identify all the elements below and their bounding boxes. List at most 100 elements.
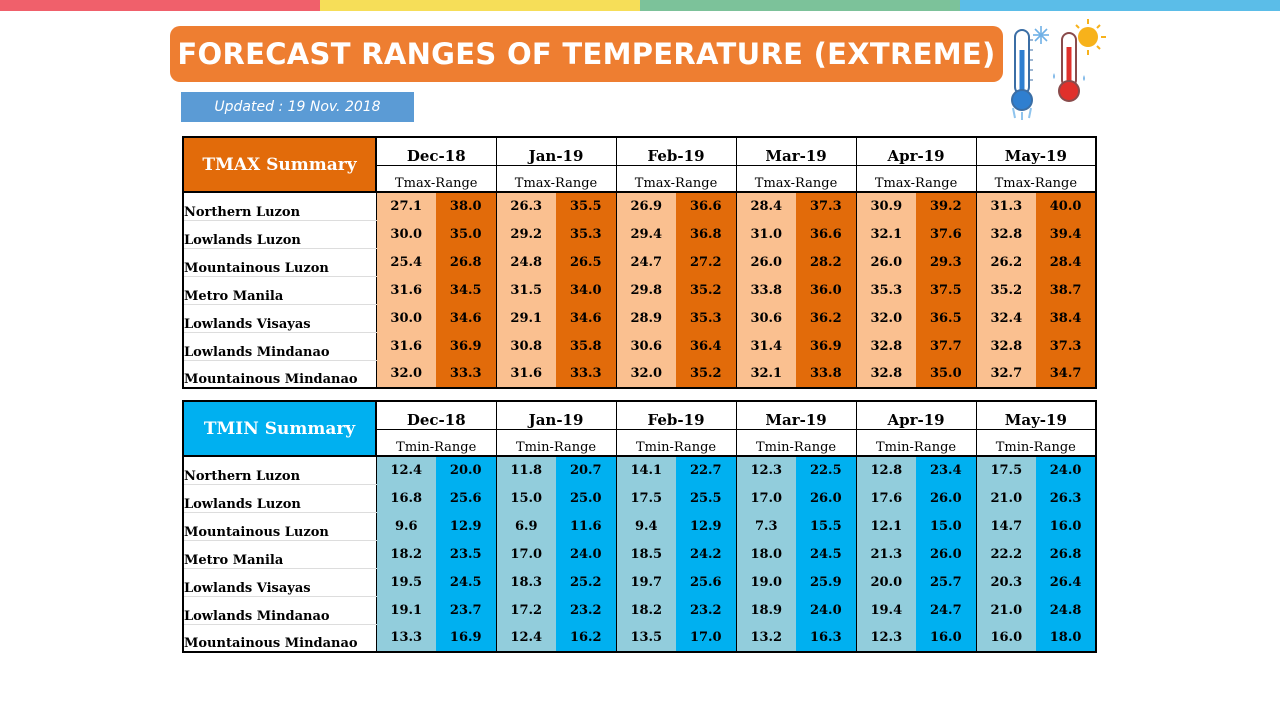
- range-max-value: 23.4: [916, 456, 977, 484]
- range-max-value: 38.7: [1036, 276, 1098, 304]
- range-subheader: Tmin-Range: [495, 428, 617, 457]
- range-min-value: 24.7: [615, 248, 677, 276]
- range-min-value: 12.3: [855, 624, 917, 653]
- range-max-value: 25.6: [676, 568, 737, 596]
- range-min-value: 35.2: [975, 276, 1037, 304]
- cold-thermometer-icon: [1011, 26, 1049, 120]
- region-label: Lowlands Luzon: [182, 484, 376, 513]
- table-row: Mountainous Mindanao 13.3 16.9 12.4 16.2 13.5…: [182, 624, 1098, 653]
- range-max-value: 39.4: [1036, 220, 1098, 248]
- range-max-value: 36.6: [676, 192, 737, 220]
- table-row: Lowlands Mindanao 19.1 23.7 17.2 23.2 18.2 23.…: [182, 596, 1098, 625]
- range-min-value: 17.5: [975, 456, 1037, 484]
- range-subheader: Tmax-Range: [975, 164, 1098, 193]
- range-min-value: 30.8: [495, 332, 557, 360]
- range-min-value: 30.0: [375, 220, 436, 248]
- range-max-value: 26.4: [1036, 568, 1098, 596]
- month-header: Feb-19: [615, 136, 737, 165]
- month-header: Dec-18: [375, 136, 497, 165]
- range-min-value: 17.2: [495, 596, 557, 624]
- range-max-value: 36.0: [796, 276, 857, 304]
- range-min-value: 27.1: [375, 192, 436, 220]
- range-min-value: 26.0: [855, 248, 917, 276]
- region-label: Metro Manila: [182, 276, 376, 305]
- region-label: Lowlands Visayas: [182, 304, 376, 333]
- top-bar-segment-green: [640, 0, 960, 11]
- range-max-value: 38.4: [1036, 304, 1098, 332]
- region-label: Northern Luzon: [182, 192, 376, 221]
- table-row: Lowlands Visayas 19.5 24.5 18.3 25.2 19.7 25.6…: [182, 568, 1098, 597]
- range-max-value: 37.3: [1036, 332, 1098, 360]
- range-min-value: 26.9: [615, 192, 677, 220]
- range-min-value: 28.4: [735, 192, 797, 220]
- tmin-summary-table: TMIN Summary Dec-18 Jan-19 Feb-19 Mar-19 Apr-…: [182, 400, 1098, 653]
- range-max-value: 26.0: [796, 484, 857, 512]
- table-row: Mountainous Mindanao 32.0 33.3 31.6 33.3 32.0…: [182, 360, 1098, 389]
- range-max-value: 22.7: [676, 456, 737, 484]
- top-bar-segment-red: [0, 0, 320, 11]
- top-bar-segment-yellow: [320, 0, 640, 11]
- range-min-value: 21.0: [975, 484, 1037, 512]
- range-min-value: 14.1: [615, 456, 677, 484]
- range-min-value: 35.3: [855, 276, 917, 304]
- range-min-value: 21.3: [855, 540, 917, 568]
- table-row: Mountainous Luzon 9.6 12.9 6.9 11.6 9.4 12.9 7.…: [182, 512, 1098, 541]
- range-min-value: 16.8: [375, 484, 436, 512]
- range-max-value: 36.6: [796, 220, 857, 248]
- region-label: Mountainous Mindanao: [182, 360, 376, 389]
- range-min-value: 33.8: [735, 276, 797, 304]
- range-max-value: 35.2: [676, 360, 737, 389]
- month-header: Mar-19: [735, 136, 857, 165]
- table-row: Mountainous Luzon 25.4 26.8 24.8 26.5 24.7 27.…: [182, 248, 1098, 277]
- month-header: Dec-18: [375, 400, 497, 429]
- range-max-value: 38.0: [436, 192, 497, 220]
- range-min-value: 17.6: [855, 484, 917, 512]
- range-max-value: 35.2: [676, 276, 737, 304]
- region-label: Northern Luzon: [182, 456, 376, 485]
- range-min-value: 12.1: [855, 512, 917, 540]
- table-row: Lowlands Mindanao 31.6 36.9 30.8 35.8 30.6 36.…: [182, 332, 1098, 361]
- region-label: Lowlands Visayas: [182, 568, 376, 597]
- range-min-value: 29.1: [495, 304, 557, 332]
- table-row: Lowlands Visayas 30.0 34.6 29.1 34.6 28.9 35.3…: [182, 304, 1098, 333]
- range-min-value: 32.1: [735, 360, 797, 389]
- range-min-value: 32.0: [855, 304, 917, 332]
- range-subheader: Tmin-Range: [975, 428, 1098, 457]
- range-max-value: 36.9: [796, 332, 857, 360]
- range-max-value: 24.0: [556, 540, 617, 568]
- range-min-value: 31.4: [735, 332, 797, 360]
- range-min-value: 24.8: [495, 248, 557, 276]
- range-max-value: 24.7: [916, 596, 977, 624]
- range-max-value: 26.0: [916, 484, 977, 512]
- range-max-value: 27.2: [676, 248, 737, 276]
- range-min-value: 12.4: [495, 624, 557, 653]
- range-min-value: 19.1: [375, 596, 436, 624]
- range-max-value: 16.2: [556, 624, 617, 653]
- range-max-value: 25.9: [796, 568, 857, 596]
- range-min-value: 18.0: [735, 540, 797, 568]
- range-min-value: 18.9: [735, 596, 797, 624]
- range-min-value: 9.6: [375, 512, 436, 540]
- range-max-value: 12.9: [436, 512, 497, 540]
- range-subheader: Tmax-Range: [375, 164, 497, 193]
- range-max-value: 24.8: [1036, 596, 1098, 624]
- range-max-value: 26.3: [1036, 484, 1098, 512]
- range-max-value: 35.3: [556, 220, 617, 248]
- range-min-value: 19.0: [735, 568, 797, 596]
- range-max-value: 16.9: [436, 624, 497, 653]
- range-max-value: 34.0: [556, 276, 617, 304]
- range-min-value: 26.2: [975, 248, 1037, 276]
- table-row: Northern Luzon 12.4 20.0 11.8 20.7 14.1 22.7 12…: [182, 456, 1098, 485]
- range-max-value: 28.2: [796, 248, 857, 276]
- range-min-value: 31.6: [375, 332, 436, 360]
- range-max-value: 40.0: [1036, 192, 1098, 220]
- range-max-value: 26.8: [436, 248, 497, 276]
- range-max-value: 17.0: [676, 624, 737, 653]
- range-min-value: 29.4: [615, 220, 677, 248]
- range-min-value: 18.5: [615, 540, 677, 568]
- tmax-summary-table: TMAX Summary Dec-18 Jan-19 Feb-19 Mar-19 Apr-…: [182, 136, 1098, 389]
- range-min-value: 32.8: [975, 220, 1037, 248]
- range-max-value: 25.6: [436, 484, 497, 512]
- range-min-value: 18.3: [495, 568, 557, 596]
- range-max-value: 37.3: [796, 192, 857, 220]
